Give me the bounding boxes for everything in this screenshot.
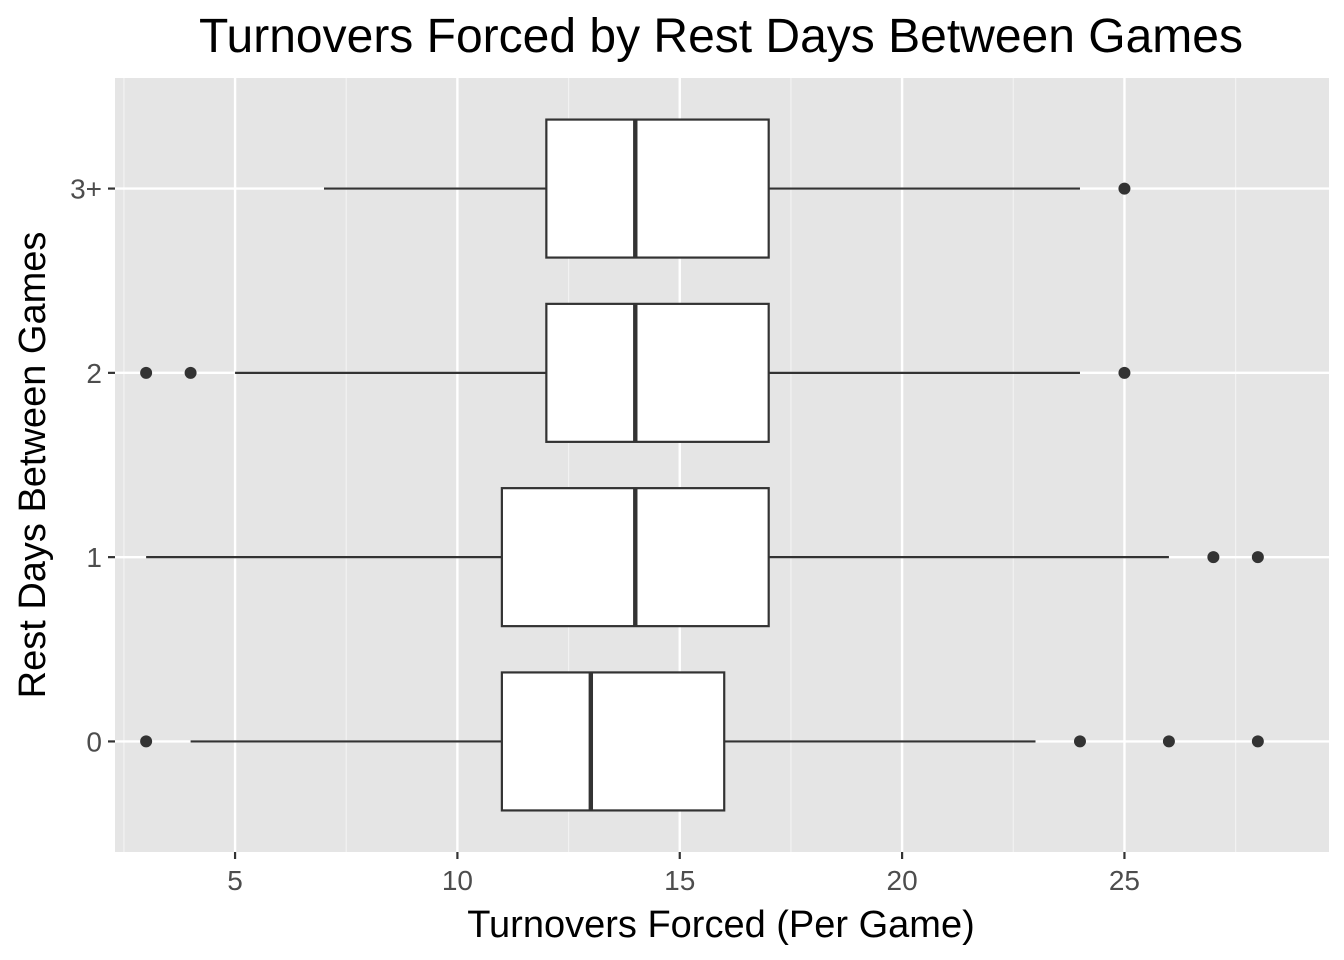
- x-tick-label: 5: [227, 865, 243, 896]
- y-tick-label: 0: [86, 726, 102, 757]
- outlier-point: [1162, 735, 1175, 748]
- box-group: [146, 487, 1264, 628]
- outlier-point: [1251, 551, 1264, 564]
- y-tick-label: 2: [86, 358, 102, 389]
- box-group: [324, 118, 1131, 259]
- outlier-point: [1073, 735, 1086, 748]
- chart-title: Turnovers Forced by Rest Days Between Ga…: [199, 10, 1243, 63]
- y-axis: 0 1 2 3+: [70, 174, 115, 757]
- y-tick-label: 3+: [70, 174, 102, 205]
- x-tick-label: 20: [887, 865, 918, 896]
- box-iqr: [500, 671, 726, 812]
- x-tick-label: 15: [664, 865, 695, 896]
- x-tick-label: 25: [1109, 865, 1140, 896]
- outlier-point: [1118, 182, 1131, 195]
- outlier-point: [1118, 366, 1131, 379]
- outlier-point: [1251, 735, 1264, 748]
- x-axis-title: Turnovers Forced (Per Game): [467, 904, 975, 946]
- boxes-layer: [140, 118, 1264, 812]
- box-iqr: [545, 118, 770, 259]
- y-axis-title: Rest Days Between Games: [12, 232, 54, 699]
- x-tick-label: 10: [442, 865, 473, 896]
- box-group: [140, 671, 1264, 812]
- outlier-point: [140, 735, 153, 748]
- y-tick-label: 1: [86, 542, 102, 573]
- x-axis: 5 10 15 20 25: [227, 852, 1140, 896]
- box-iqr: [545, 302, 770, 443]
- outlier-point: [140, 366, 153, 379]
- outlier-point: [1207, 551, 1220, 564]
- outlier-point: [184, 366, 197, 379]
- box-group: [140, 302, 1131, 443]
